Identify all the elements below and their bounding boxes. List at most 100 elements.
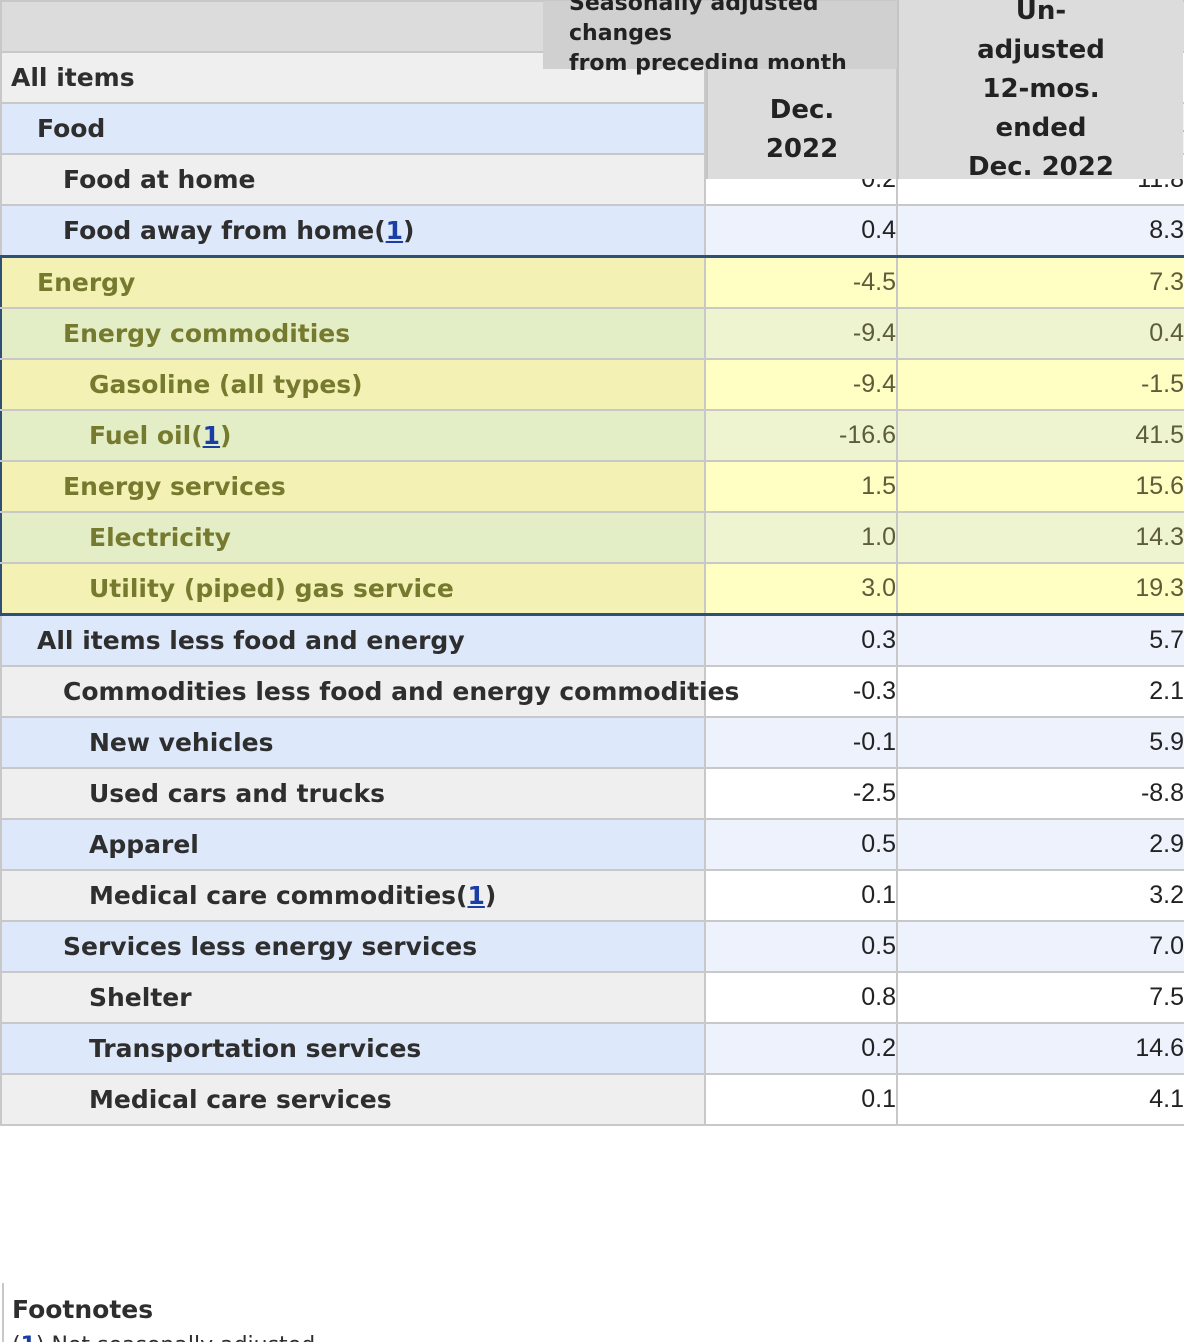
header-12mos: Un- adjusted 12-mos. ended Dec. 2022	[897, 0, 1183, 182]
row-label: Fuel oil(1)	[0, 409, 706, 462]
row-label: Gasoline (all types)	[0, 358, 706, 411]
table-row-food-at-home: Food at home 0.2 11.8	[0, 153, 1184, 206]
footnote-link[interactable]: 1	[385, 216, 404, 245]
table-row-used-cars: Used cars and trucks -2.5 -8.8	[0, 767, 1184, 820]
cell-dec-2022: -9.4	[704, 358, 898, 411]
row-label: Energy commodities	[0, 307, 706, 360]
table-row-apparel: Apparel 0.5 2.9	[0, 818, 1184, 871]
row-label: New vehicles	[0, 716, 706, 769]
row-label-text: Food away from home	[63, 216, 375, 245]
row-label: Transportation services	[0, 1022, 706, 1075]
footnote-marker-link[interactable]: 1	[21, 1333, 36, 1342]
header-dec-line2: 2022	[765, 134, 839, 164]
table-row-medical-services: Medical care services 0.1 4.1	[0, 1073, 1184, 1126]
row-label-text: Energy commodities	[63, 319, 351, 348]
table-body: All items-0.16.5Food0.310.4Food at home0…	[0, 51, 1184, 1126]
cell-dec-2022: -2.5	[704, 767, 898, 820]
row-label-text: All items less food and energy	[37, 626, 465, 655]
row-label: All items less food and energy	[0, 613, 706, 667]
row-label-text: Commodities less food and energy commodi…	[63, 677, 740, 706]
row-label-text: New vehicles	[89, 728, 274, 757]
row-label: Food away from home(1)	[0, 204, 706, 258]
row-label-text: Medical care commodities	[89, 881, 457, 910]
cell-dec-2022: 0.5	[704, 818, 898, 871]
cell-dec-2022: 0.3	[704, 613, 898, 667]
footnote-text: Not seasonally adjusted.	[51, 1333, 322, 1342]
row-label-text: Food	[37, 114, 106, 143]
cell-12mos: 5.9	[895, 716, 1184, 769]
cell-12mos: 14.3	[895, 511, 1184, 564]
row-label-text: Medical care services	[89, 1085, 392, 1114]
row-label-text: Fuel oil	[89, 421, 192, 450]
cell-12mos: 7.3	[895, 255, 1184, 309]
cell-12mos: 19.3	[895, 562, 1184, 616]
cell-12mos: 3.2	[895, 869, 1184, 922]
cell-12mos: 14.6	[895, 1022, 1184, 1075]
table-row-energy-services: Energy services 1.5 15.6	[0, 460, 1184, 513]
cell-dec-2022: 3.0	[704, 562, 898, 616]
cell-12mos: -8.8	[895, 767, 1184, 820]
row-label-text: Electricity	[89, 523, 231, 552]
cell-dec-2022: -0.1	[704, 716, 898, 769]
table-header: Seasonally adjusted changes from precedi…	[0, 0, 1184, 182]
cell-dec-2022: 0.1	[704, 869, 898, 922]
footnotes-section: Footnotes (1) Not seasonally adjusted.	[2, 1283, 1184, 1342]
row-label-text: Apparel	[89, 830, 199, 859]
table-header-row: Seasonally adjusted changes from precedi…	[0, 0, 1184, 182]
table-row-shelter: Shelter 0.8 7.5	[0, 971, 1184, 1024]
table-row-fuel-oil: Fuel oil(1) -16.6 41.5	[0, 409, 1184, 462]
footnote-link[interactable]: 1	[202, 421, 221, 450]
table-row-utility-gas: Utility (piped) gas service 3.0 19.3	[0, 562, 1184, 616]
row-label: Services less energy services	[0, 920, 706, 973]
header-yr-line0: Un-	[1015, 0, 1067, 26]
header-dec-2022: Dec. 2022	[706, 69, 896, 179]
row-label: Medical care commodities(1)	[0, 869, 706, 922]
row-label: Commodities less food and energy commodi…	[0, 665, 739, 718]
header-yr-line3: ended	[995, 113, 1087, 143]
table-row-electricity: Electricity 1.0 14.3	[0, 511, 1184, 564]
table-row-gasoline: Gasoline (all types) -9.4 -1.5	[0, 358, 1184, 411]
cell-dec-2022: 0.4	[704, 204, 898, 258]
row-label-text: Utility (piped) gas service	[89, 574, 454, 603]
cell-12mos: 4.1	[895, 1073, 1184, 1126]
header-yr-line2: 12-mos.	[982, 74, 1100, 104]
header-group-box	[543, 1, 897, 69]
row-label: Electricity	[0, 511, 706, 564]
row-label-text: Transportation services	[89, 1034, 422, 1063]
header-yr-line1: adjusted	[977, 35, 1105, 65]
cell-dec-2022: -9.4	[704, 307, 898, 360]
table-row-core-commodities: Commodities less food and energy commodi…	[0, 665, 1184, 718]
row-label: Energy	[0, 255, 706, 309]
table-row-medical-commodities: Medical care commodities(1) 0.1 3.2	[0, 869, 1184, 922]
row-label-text: Services less energy services	[63, 932, 478, 961]
header-dec-line1: Dec.	[769, 95, 835, 125]
cell-12mos: 7.0	[895, 920, 1184, 973]
table-row-energy-commodities: Energy commodities -9.4 0.4	[0, 307, 1184, 360]
cell-12mos: 5.7	[895, 613, 1184, 667]
cell-12mos: 2.1	[895, 665, 1184, 718]
table-row-transportation-services: Transportation services 0.2 14.6	[0, 1022, 1184, 1075]
cell-dec-2022: 0.8	[704, 971, 898, 1024]
footnote-link[interactable]: 1	[467, 881, 485, 910]
cell-dec-2022: -0.3	[704, 665, 898, 718]
row-label: Apparel	[0, 818, 706, 871]
cell-12mos: 41.5	[895, 409, 1184, 462]
row-label-text: All items	[11, 63, 135, 92]
row-label: Shelter	[0, 971, 706, 1024]
row-label: Food at home	[0, 153, 706, 206]
cell-12mos: 15.6	[895, 460, 1184, 513]
cell-12mos: 0.4	[895, 307, 1184, 360]
cell-12mos: -1.5	[895, 358, 1184, 411]
row-label: Food	[0, 102, 706, 155]
row-label: Medical care services	[0, 1073, 706, 1126]
cell-12mos: 7.5	[895, 971, 1184, 1024]
row-label-text: Shelter	[89, 983, 192, 1012]
row-label-text: Energy	[37, 268, 136, 297]
cell-dec-2022: 0.1	[704, 1073, 898, 1126]
cell-dec-2022: 1.5	[704, 460, 898, 513]
cell-dec-2022: 1.0	[704, 511, 898, 564]
table-row-energy: Energy -4.5 7.3	[0, 255, 1184, 309]
header-group-line1: Seasonally adjusted changes	[569, 0, 819, 46]
header-group-label: Seasonally adjusted changes from precedi…	[569, 0, 889, 79]
